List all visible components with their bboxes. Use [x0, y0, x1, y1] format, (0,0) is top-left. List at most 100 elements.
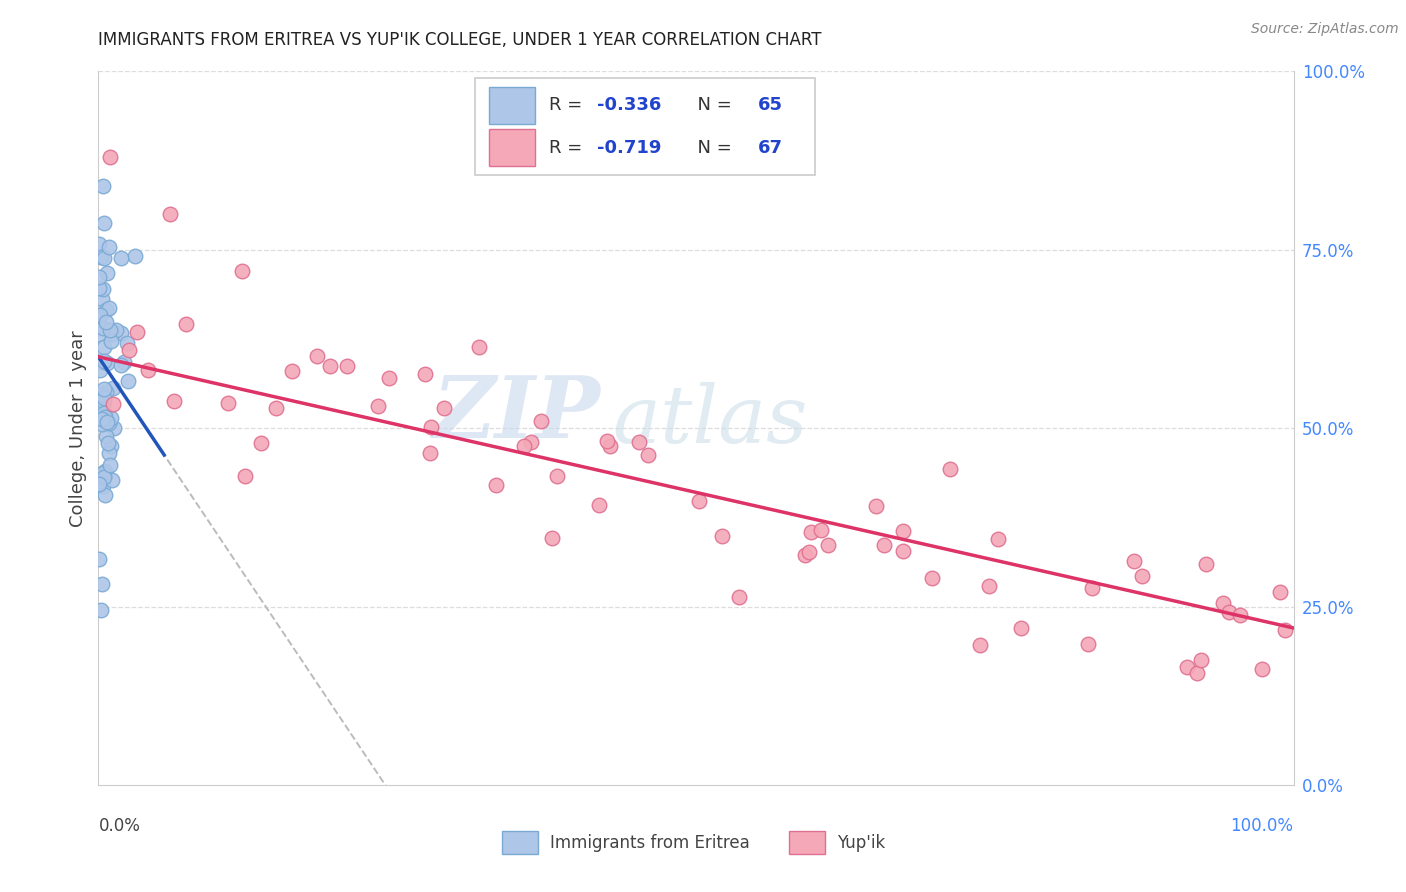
Point — [969, 639, 991, 653]
Point — [627, 434, 650, 449]
Point — [319, 359, 342, 373]
Point — [588, 498, 610, 512]
Point — [1185, 665, 1208, 680]
FancyBboxPatch shape — [789, 831, 825, 855]
Point — [96, 356, 118, 370]
Point — [688, 494, 710, 508]
Point — [800, 525, 823, 540]
Point — [94, 465, 117, 479]
Point — [93, 488, 115, 502]
Point — [1212, 596, 1234, 610]
Point — [103, 397, 125, 411]
Point — [98, 458, 121, 472]
Point — [468, 340, 491, 354]
Text: ZIP: ZIP — [433, 372, 600, 456]
Text: 0.0%: 0.0% — [98, 817, 141, 835]
Point — [233, 469, 256, 483]
Point — [103, 420, 125, 434]
Point — [546, 468, 568, 483]
Point — [336, 359, 359, 373]
Point — [987, 532, 1010, 546]
Point — [91, 321, 114, 335]
Point — [127, 325, 149, 339]
Point — [115, 336, 138, 351]
Point — [93, 382, 115, 396]
Point — [512, 440, 534, 454]
Text: IMMIGRANTS FROM ERITREA VS YUP'IK COLLEGE, UNDER 1 YEAR CORRELATION CHART: IMMIGRANTS FROM ERITREA VS YUP'IK COLLEG… — [98, 31, 823, 49]
Point — [797, 545, 820, 559]
Point — [1080, 581, 1102, 595]
Point — [810, 523, 832, 537]
Text: R =: R = — [548, 139, 588, 157]
Point — [1010, 621, 1032, 635]
Point — [163, 393, 186, 408]
Point — [101, 474, 124, 488]
Point — [520, 435, 543, 450]
Point — [1175, 660, 1198, 674]
Point — [174, 317, 197, 331]
Point — [98, 323, 121, 337]
Point — [91, 577, 114, 591]
Point — [1077, 637, 1099, 651]
Point — [94, 429, 117, 443]
Point — [90, 417, 112, 431]
Point — [93, 406, 115, 420]
Point — [281, 364, 304, 378]
Point — [90, 250, 112, 264]
Point — [96, 415, 118, 429]
Point — [90, 388, 112, 402]
Point — [1268, 584, 1291, 599]
Point — [91, 466, 114, 480]
Text: Yup'ik: Yup'ik — [837, 834, 886, 852]
Point — [90, 292, 112, 306]
Point — [94, 467, 117, 481]
Point — [89, 355, 111, 369]
Point — [307, 349, 329, 363]
Point — [90, 475, 112, 489]
Point — [93, 470, 115, 484]
Text: Source: ZipAtlas.com: Source: ZipAtlas.com — [1251, 22, 1399, 37]
FancyBboxPatch shape — [475, 78, 815, 175]
Point — [1218, 605, 1240, 619]
Point — [711, 529, 734, 543]
Point — [865, 499, 887, 513]
Point — [433, 401, 456, 415]
Point — [485, 477, 508, 491]
Point — [94, 409, 117, 424]
Text: Immigrants from Eritrea: Immigrants from Eritrea — [550, 834, 749, 852]
FancyBboxPatch shape — [489, 129, 534, 167]
Point — [419, 446, 441, 460]
Point — [1122, 554, 1144, 568]
Point — [817, 537, 839, 551]
Text: atlas: atlas — [613, 383, 807, 459]
Point — [94, 315, 117, 329]
Point — [101, 381, 124, 395]
Point — [793, 548, 815, 562]
Point — [1229, 607, 1251, 622]
Point — [87, 477, 110, 491]
Point — [93, 252, 115, 266]
Point — [96, 266, 118, 280]
Point — [89, 281, 111, 295]
Point — [939, 462, 962, 476]
Point — [891, 524, 914, 538]
Point — [873, 538, 896, 552]
Point — [231, 264, 253, 278]
Point — [1130, 568, 1153, 582]
Text: R =: R = — [548, 96, 588, 114]
Point — [90, 603, 112, 617]
Point — [98, 445, 121, 459]
Point — [100, 334, 122, 348]
Point — [91, 412, 114, 426]
Point — [599, 439, 621, 453]
Point — [94, 407, 117, 421]
Point — [98, 150, 122, 164]
Point — [118, 343, 141, 357]
Point — [91, 178, 114, 193]
Point — [596, 434, 619, 448]
Text: 67: 67 — [758, 139, 783, 157]
Point — [530, 414, 553, 428]
Point — [728, 591, 751, 605]
Point — [94, 302, 117, 317]
Point — [637, 449, 659, 463]
